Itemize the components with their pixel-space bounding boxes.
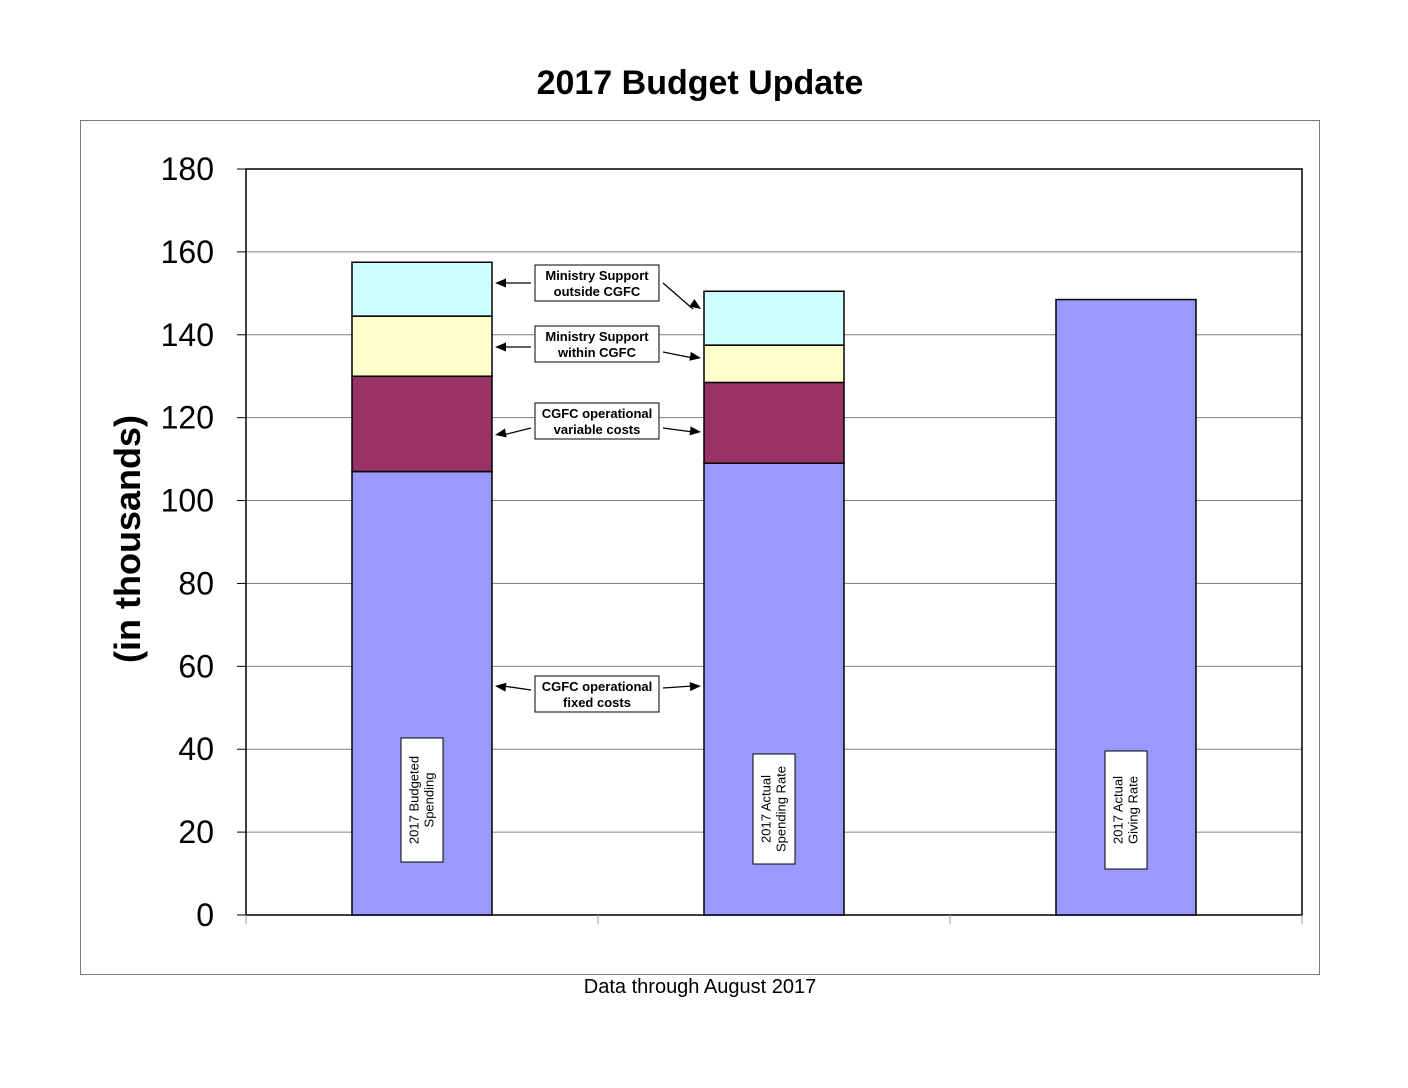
annotation-label: outside CGFC (554, 284, 641, 299)
annotation-arrowhead (689, 299, 701, 309)
chart-footnote: Data through August 2017 (583, 976, 817, 998)
annotation-label: Ministry Support (545, 268, 649, 283)
annotation-label: CGFC operational (542, 406, 653, 421)
category-label-line: 2017 Budgeted (407, 756, 422, 844)
annotation-arrowhead (495, 428, 507, 438)
bar-segment (351, 261, 493, 317)
annotation-label: Ministry Support (545, 329, 649, 344)
category-label-box (752, 753, 796, 865)
annotation-arrowhead (495, 342, 506, 352)
annotation-arrowhead (495, 278, 506, 288)
annotation-arrow (502, 685, 532, 691)
y-tick-label: 40 (178, 731, 214, 767)
y-axis-label: (in thousands) (107, 415, 148, 663)
y-tick-label: 160 (161, 234, 214, 270)
bar-segment (351, 315, 493, 377)
chart-frame (80, 120, 1320, 975)
annotation-arrow (662, 427, 694, 433)
bar-segment (703, 344, 845, 384)
chart-title: 2017 Budget Update (536, 64, 864, 102)
category-label-line: Spending Rate (774, 766, 789, 852)
annotation-label: fixed costs (563, 695, 631, 710)
annotation-arrow (662, 351, 694, 359)
category-label: 2017 Actual Spending Rate (759, 766, 789, 852)
annotation-label: CGFC operational (542, 679, 653, 694)
category-label-line: Giving Rate (1126, 776, 1141, 844)
annotation-arrow (502, 427, 532, 436)
y-tick-label: 180 (161, 151, 214, 187)
y-tick-label: 80 (178, 565, 214, 601)
category-label: 2017 Actual Giving Rate (1111, 776, 1141, 844)
category-label-box (1104, 750, 1148, 870)
y-tick-label: 0 (196, 897, 214, 933)
y-tick-label: 120 (161, 400, 214, 436)
y-tick-label: 60 (178, 648, 214, 684)
annotation-arrowhead (689, 682, 701, 692)
category-label-line: 2017 Actual (759, 775, 774, 843)
category-label-box (400, 737, 444, 863)
annotation-arrowhead (689, 351, 701, 361)
annotation-label: within CGFC (557, 345, 637, 360)
annotation-box (534, 325, 660, 363)
annotation-arrowhead (689, 426, 701, 436)
y-tick-label: 100 (161, 483, 214, 519)
annotation-box (534, 402, 660, 440)
bar-segment (351, 375, 493, 473)
annotation-box (534, 264, 660, 302)
category-label-line: Spending (422, 773, 437, 828)
category-label: 2017 Budgeted Spending (407, 756, 437, 844)
bar-segment (703, 381, 845, 465)
annotation-arrow (662, 282, 694, 310)
annotation-box (534, 675, 660, 713)
annotation-arrow (662, 685, 694, 689)
category-label-line: 2017 Actual (1111, 776, 1126, 844)
annotation-arrowhead (495, 682, 507, 692)
annotation-label: variable costs (554, 422, 641, 437)
y-tick-label: 20 (178, 814, 214, 850)
bar-segment (703, 290, 845, 346)
y-tick-label: 140 (161, 317, 214, 353)
